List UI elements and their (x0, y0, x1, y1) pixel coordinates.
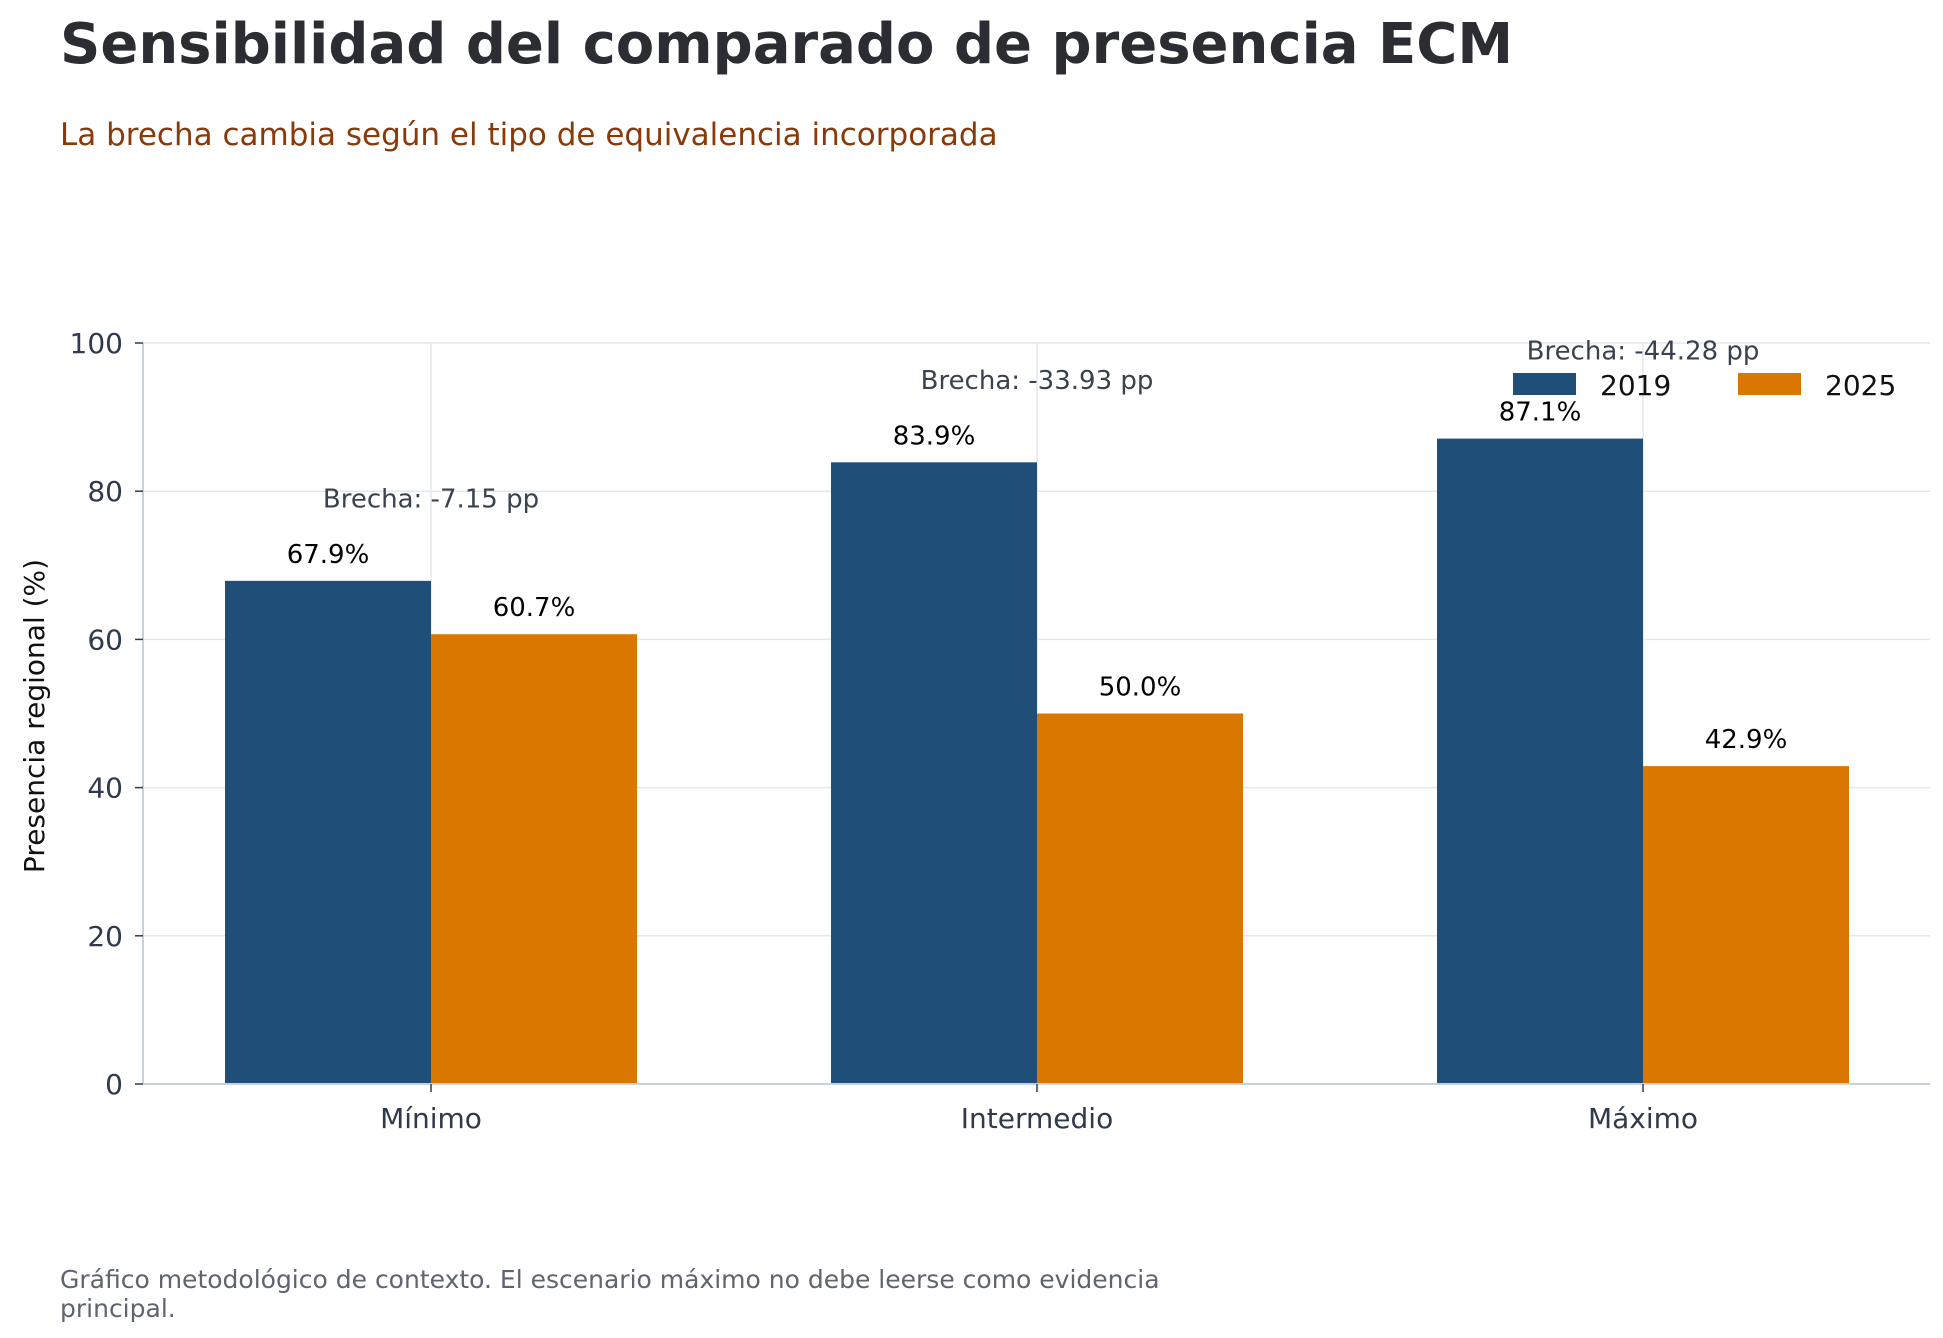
chart-title: Sensibilidad del comparado de presencia … (60, 12, 1513, 77)
bar-2019-3 (1437, 438, 1643, 1084)
bar-value-label: 42.9% (1705, 725, 1788, 755)
y-axis-label: Presencia regional (%) (18, 559, 51, 873)
x-tick-label: Intermedio (961, 1102, 1113, 1135)
y-tick-label: 0 (105, 1068, 123, 1101)
bar-2019-2 (831, 462, 1037, 1084)
y-tick-label: 20 (87, 920, 123, 953)
bar-value-label: 60.7% (493, 593, 576, 623)
legend-label-2025: 2025 (1825, 369, 1896, 402)
legend-label-2019: 2019 (1600, 369, 1671, 402)
data-labels: 67.9% 83.9% 87.1% 60.7% 50.0% 42.9% (287, 398, 1788, 756)
legend: 2019 2025 (1513, 369, 1896, 402)
gap-annotation: Brecha: -7.15 pp (323, 485, 539, 515)
legend-swatch-2019 (1513, 373, 1576, 395)
annotations: Brecha: -7.15 pp Brecha: -33.93 pp Brecha:… (323, 336, 1760, 514)
y-tick-label: 60 (87, 623, 123, 656)
bar-2025-3 (1643, 766, 1849, 1084)
legend-swatch-2025 (1738, 373, 1801, 395)
y-tick-label: 80 (87, 475, 123, 508)
bars (225, 438, 1849, 1084)
bar-2019-1 (225, 580, 431, 1084)
bar-2025-2 (1037, 713, 1243, 1084)
bar-2025-1 (431, 634, 637, 1084)
x-tick-label: Mínimo (380, 1102, 482, 1135)
footnote-line-2: principal. (60, 1294, 176, 1323)
y-tick-label: 100 (70, 327, 123, 360)
axes: 0 20 40 60 80 100 Mínimo Intermedio Máximo (70, 327, 1930, 1135)
gap-annotation: Brecha: -44.28 pp (1527, 336, 1760, 366)
bar-value-label: 50.0% (1099, 673, 1182, 703)
footnote-line-1: Gráfico metodológico de contexto. El esc… (60, 1265, 1160, 1294)
bar-value-label: 83.9% (893, 421, 976, 451)
chart-subtitle: La brecha cambia según el tipo de equiva… (60, 117, 998, 153)
y-tick-label: 40 (87, 772, 123, 805)
x-tick-label: Máximo (1588, 1102, 1698, 1135)
bar-value-label: 87.1% (1499, 398, 1582, 428)
bar-value-label: 67.9% (287, 540, 370, 570)
gap-annotation: Brecha: -33.93 pp (921, 366, 1154, 396)
